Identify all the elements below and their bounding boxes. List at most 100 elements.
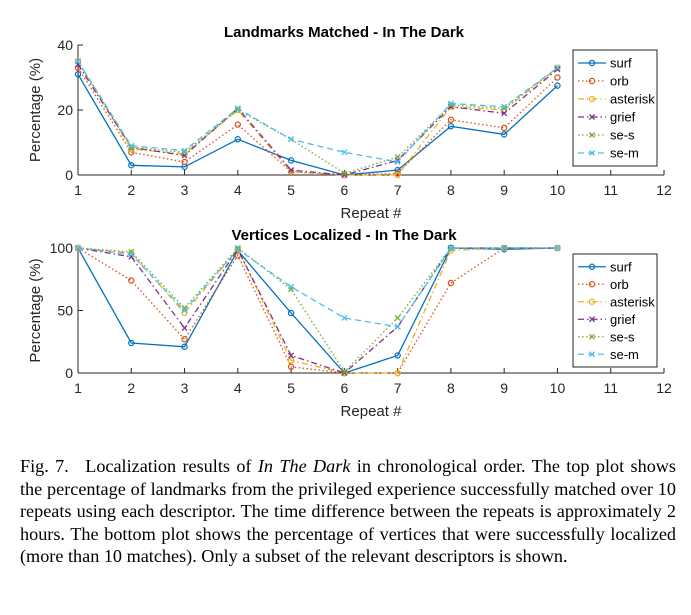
- x-tick-label: 2: [127, 182, 135, 198]
- caption-label: Fig. 7.: [20, 456, 69, 476]
- series-line-surf: [77, 247, 558, 374]
- data-point: [394, 369, 401, 377]
- data-point: [234, 246, 241, 253]
- series-surf: [74, 71, 561, 179]
- series-se-m: [74, 58, 561, 166]
- x-tick-label: 1: [74, 182, 82, 198]
- y-axis-label: Percentage (%): [27, 258, 44, 362]
- data-point: [287, 309, 295, 317]
- legend-marker: [588, 333, 596, 340]
- data-point: [128, 162, 135, 169]
- series-grief: [74, 61, 561, 179]
- series-asterisk: [74, 244, 561, 377]
- series-se-s: [74, 244, 561, 375]
- legend-marker: [588, 298, 596, 305]
- data-point: [500, 131, 508, 138]
- legend-label: se-m: [610, 347, 639, 362]
- data-point: [287, 157, 295, 164]
- legend-marker: [588, 316, 596, 323]
- data-point: [287, 363, 295, 370]
- legend-item-se-m: se-m: [578, 347, 639, 362]
- x-tick-label: 11: [603, 380, 618, 396]
- x-tick-label: 12: [656, 182, 672, 198]
- data-point: [128, 339, 135, 347]
- data-point: [128, 253, 135, 260]
- legend-item-se-m: se-m: [578, 146, 639, 161]
- series-line-se-m: [77, 60, 558, 163]
- data-point: [394, 154, 401, 161]
- x-tick-label: 4: [234, 380, 242, 396]
- legend: surf orb asterisk grief se-s se-m: [572, 49, 658, 167]
- x-tick-label: 3: [181, 380, 189, 396]
- legend-item-asterisk: asterisk: [578, 92, 655, 107]
- legend-box: [572, 253, 658, 368]
- y-tick-label: 0: [65, 167, 73, 183]
- x-tick-label: 7: [394, 380, 402, 396]
- y-axis-label: Percentage (%): [27, 58, 44, 162]
- legend-marker: [588, 95, 596, 103]
- legend-marker: [588, 149, 596, 157]
- legend-label: se-m: [610, 146, 639, 161]
- data-point: [341, 149, 348, 156]
- x-tick-label: 11: [603, 182, 618, 198]
- data-point: [74, 71, 82, 78]
- y-tick-label: 50: [57, 303, 73, 319]
- x-tick-label: 12: [656, 380, 672, 396]
- series-line-asterisk: [77, 247, 558, 374]
- series-orb: [74, 64, 561, 179]
- legend-item-surf: surf: [578, 56, 632, 71]
- legend-item-se-s: se-s: [578, 128, 635, 143]
- x-tick-label: 5: [287, 182, 295, 198]
- data-point: [554, 64, 561, 71]
- data-point: [181, 307, 188, 314]
- data-point: [447, 100, 454, 107]
- data-point: [501, 244, 508, 252]
- data-point: [234, 105, 241, 112]
- data-point: [341, 369, 348, 377]
- data-point: [288, 283, 295, 290]
- data-point: [447, 116, 455, 123]
- x-tick-label: 5: [287, 380, 295, 396]
- data-point: [554, 74, 561, 81]
- data-point: [234, 106, 241, 114]
- legend-label: surf: [610, 56, 632, 71]
- data-point: [128, 142, 135, 149]
- legend-label: se-s: [610, 128, 635, 143]
- legend-item-orb: orb: [578, 74, 629, 89]
- data-point: [341, 314, 348, 322]
- legend-marker: [588, 281, 596, 288]
- series-orb: [74, 244, 561, 377]
- data-point: [181, 343, 188, 350]
- data-point: [500, 124, 508, 132]
- series-asterisk: [74, 58, 561, 179]
- figure-caption: Fig. 7. Localization results of In The D…: [20, 455, 676, 568]
- legend-item-grief: grief: [578, 110, 636, 125]
- caption-text-after: in chronological order. The top plot sho…: [20, 456, 677, 566]
- series-line-se-s: [77, 247, 558, 373]
- series-line-surf: [77, 73, 558, 176]
- data-point: [234, 246, 242, 253]
- x-tick-label: 10: [550, 182, 566, 198]
- data-point: [287, 357, 295, 364]
- data-point: [288, 352, 295, 359]
- legend-item-asterisk: asterisk: [578, 294, 655, 309]
- data-point: [394, 352, 401, 359]
- x-axis-label: Repeat #: [341, 205, 403, 222]
- legend: surf orb asterisk grief se-s se-m: [572, 253, 658, 368]
- data-point: [128, 277, 135, 284]
- data-point: [128, 251, 135, 258]
- legend-item-orb: orb: [578, 277, 629, 292]
- legend-label: orb: [610, 277, 629, 292]
- legend-box: [572, 49, 658, 167]
- legend-item-surf: surf: [578, 259, 632, 274]
- data-point: [234, 136, 242, 143]
- data-point: [447, 279, 455, 287]
- x-tick-label: 8: [447, 380, 455, 396]
- legend-marker: [588, 77, 596, 85]
- data-point: [287, 168, 295, 175]
- legend-label: grief: [610, 312, 636, 327]
- legend-label: asterisk: [610, 92, 655, 107]
- caption-text-before: Localization results of: [85, 456, 258, 476]
- caption-emphasis: In The Dark: [257, 456, 351, 476]
